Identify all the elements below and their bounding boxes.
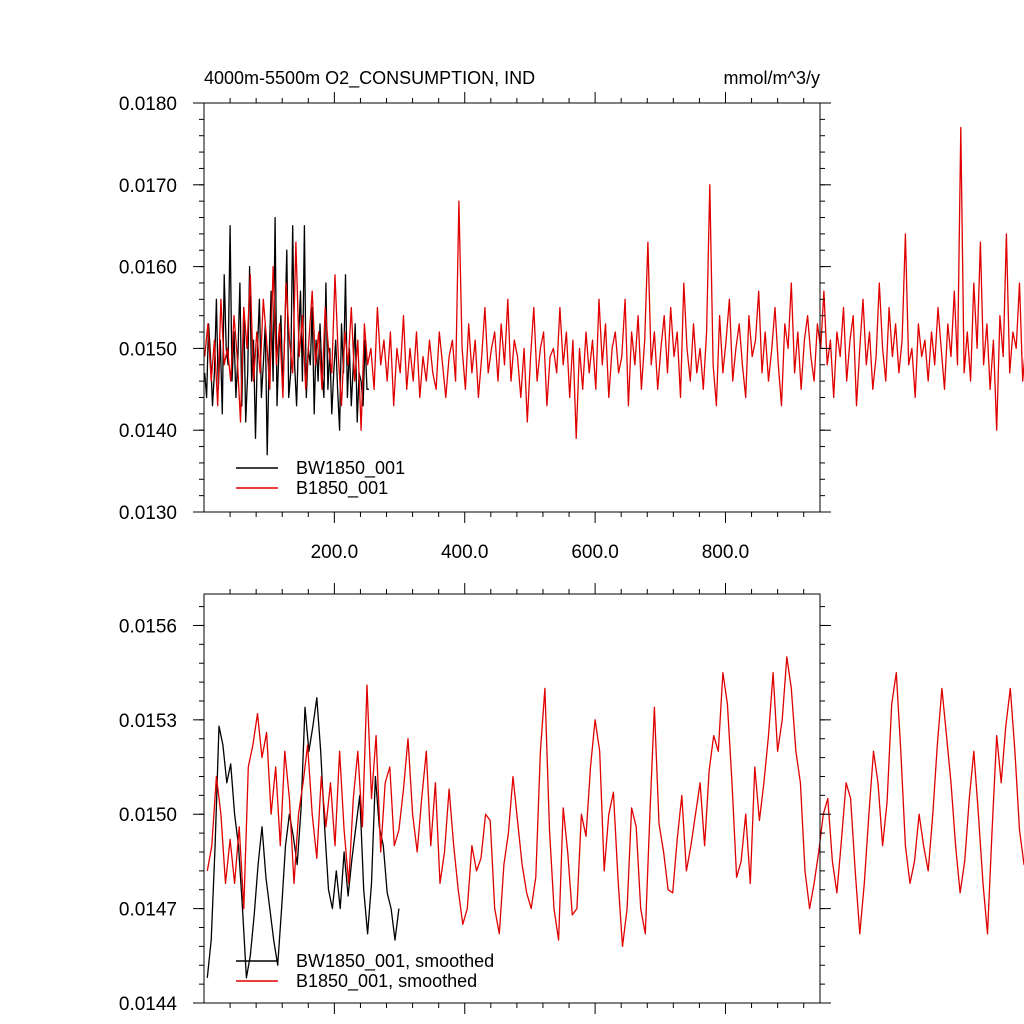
legend-label: B1850_001, smoothed: [296, 971, 477, 992]
x-tick-label: 800.0: [702, 542, 750, 563]
series-line-red: [204, 126, 1024, 440]
y-tick-label: 0.0180: [119, 94, 177, 115]
legend-label: BW1850_001: [296, 458, 405, 479]
y-tick-label: 0.0170: [119, 176, 177, 197]
series-line-red: [206, 656, 1024, 948]
plot-frame: [203, 102, 821, 513]
chart-units: mmol/m^3/y: [724, 68, 820, 88]
x-tick-label: 600.0: [571, 542, 619, 563]
chart-title: 4000m-5500m O2_CONSUMPTION, IND: [204, 68, 535, 89]
series-line-black: [206, 697, 400, 979]
legend-label: BW1850_001, smoothed: [296, 951, 494, 972]
series-line-black: [204, 216, 369, 456]
y-tick-label: 0.0160: [119, 258, 177, 279]
top-panel: 4000m-5500m O2_CONSUMPTION, IND mmol/m^3…: [119, 68, 1024, 563]
y-tick-label: 0.0147: [119, 900, 177, 921]
y-tick-label: 0.0156: [119, 616, 177, 637]
x-tick-label: 400.0: [441, 542, 489, 563]
x-tick-label: 200.0: [311, 542, 359, 563]
y-tick-label: 0.0140: [119, 421, 177, 442]
y-tick-label: 0.0153: [119, 711, 177, 732]
legend-label: B1850_001: [296, 478, 388, 499]
plot-frame: [203, 593, 821, 1004]
y-tick-label: 0.0150: [119, 339, 177, 360]
bottom-panel: 0.0144 0.0147 0.0150 0.0153 0.0156 BW1850_001…: [119, 583, 1024, 1015]
y-tick-label: 0.0130: [119, 503, 177, 524]
y-tick-label: 0.0150: [119, 805, 177, 826]
y-tick-label: 0.0144: [119, 994, 178, 1015]
